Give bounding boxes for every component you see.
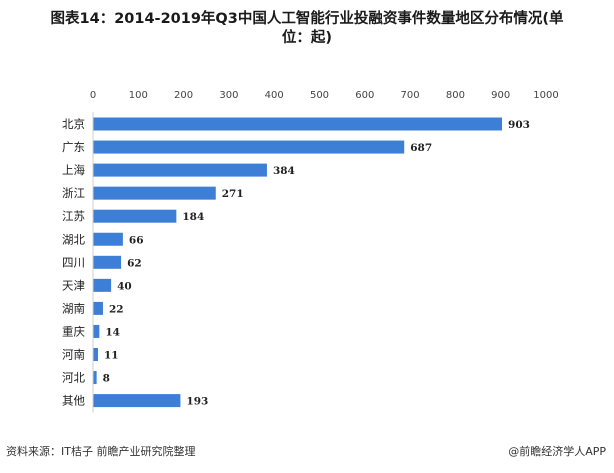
value-label: 40 (117, 280, 132, 292)
footer: 资料来源：IT桔子 前瞻产业研究院整理 @前瞻经济学人APP (6, 443, 606, 465)
bar (93, 163, 267, 177)
bar (93, 394, 181, 408)
bar (93, 117, 503, 131)
bar (93, 186, 216, 200)
x-tick-label: 700 (401, 90, 420, 101)
bar (93, 209, 177, 223)
value-label: 271 (222, 188, 244, 200)
bar (93, 255, 122, 269)
x-tick-label: 800 (446, 90, 465, 101)
category-label: 重庆 (62, 324, 85, 338)
category-label: 湖南 (62, 301, 85, 315)
chart-title: 图表14：2014-2019年Q3中国人工智能行业投融资事件数量地区分布情况(单… (0, 10, 614, 48)
chart-title-line-2: 位：起) (281, 30, 333, 46)
x-tick-label: 1000 (533, 90, 558, 101)
category-label: 浙江 (62, 186, 85, 200)
value-label: 687 (410, 142, 432, 154)
bar (93, 232, 123, 246)
x-tick-label: 300 (219, 90, 238, 101)
category-label: 河南 (62, 348, 85, 362)
value-label: 11 (104, 350, 119, 362)
value-label: 66 (129, 234, 144, 246)
value-label: 14 (105, 326, 120, 338)
category-label: 北京 (62, 117, 85, 131)
value-label: 62 (127, 257, 142, 269)
category-label: 四川 (62, 255, 85, 269)
value-label: 193 (186, 396, 208, 408)
brand-credit: @前瞻经济学人APP (508, 445, 606, 458)
x-tick-label: 0 (90, 90, 96, 101)
value-label: 8 (103, 373, 110, 385)
value-label: 384 (273, 165, 295, 177)
value-label: 22 (109, 303, 124, 315)
value-label: 184 (182, 211, 204, 223)
category-label: 江苏 (62, 209, 85, 223)
bar (93, 140, 405, 154)
x-tick-label: 100 (129, 90, 148, 101)
x-tick-label: 200 (174, 90, 193, 101)
bar (93, 278, 112, 292)
x-tick-label: 900 (491, 90, 510, 101)
x-tick-label: 600 (355, 90, 374, 101)
source-note: 资料来源：IT桔子 前瞻产业研究院整理 (6, 445, 196, 458)
chart-title-line-1: 图表14：2014-2019年Q3中国人工智能行业投融资事件数量地区分布情况(单 (50, 11, 564, 27)
category-label: 天津 (62, 278, 85, 292)
category-label: 广东 (62, 140, 85, 154)
bar (93, 324, 100, 338)
value-label: 903 (508, 119, 530, 131)
x-tick-label: 500 (310, 90, 329, 101)
bar (93, 371, 97, 385)
category-label: 河北 (62, 371, 85, 385)
category-label: 湖北 (62, 232, 85, 246)
x-tick-label: 400 (265, 90, 284, 101)
bar (93, 348, 98, 361)
bar (93, 301, 103, 315)
category-label: 其他 (62, 394, 85, 408)
category-label: 上海 (62, 163, 85, 177)
